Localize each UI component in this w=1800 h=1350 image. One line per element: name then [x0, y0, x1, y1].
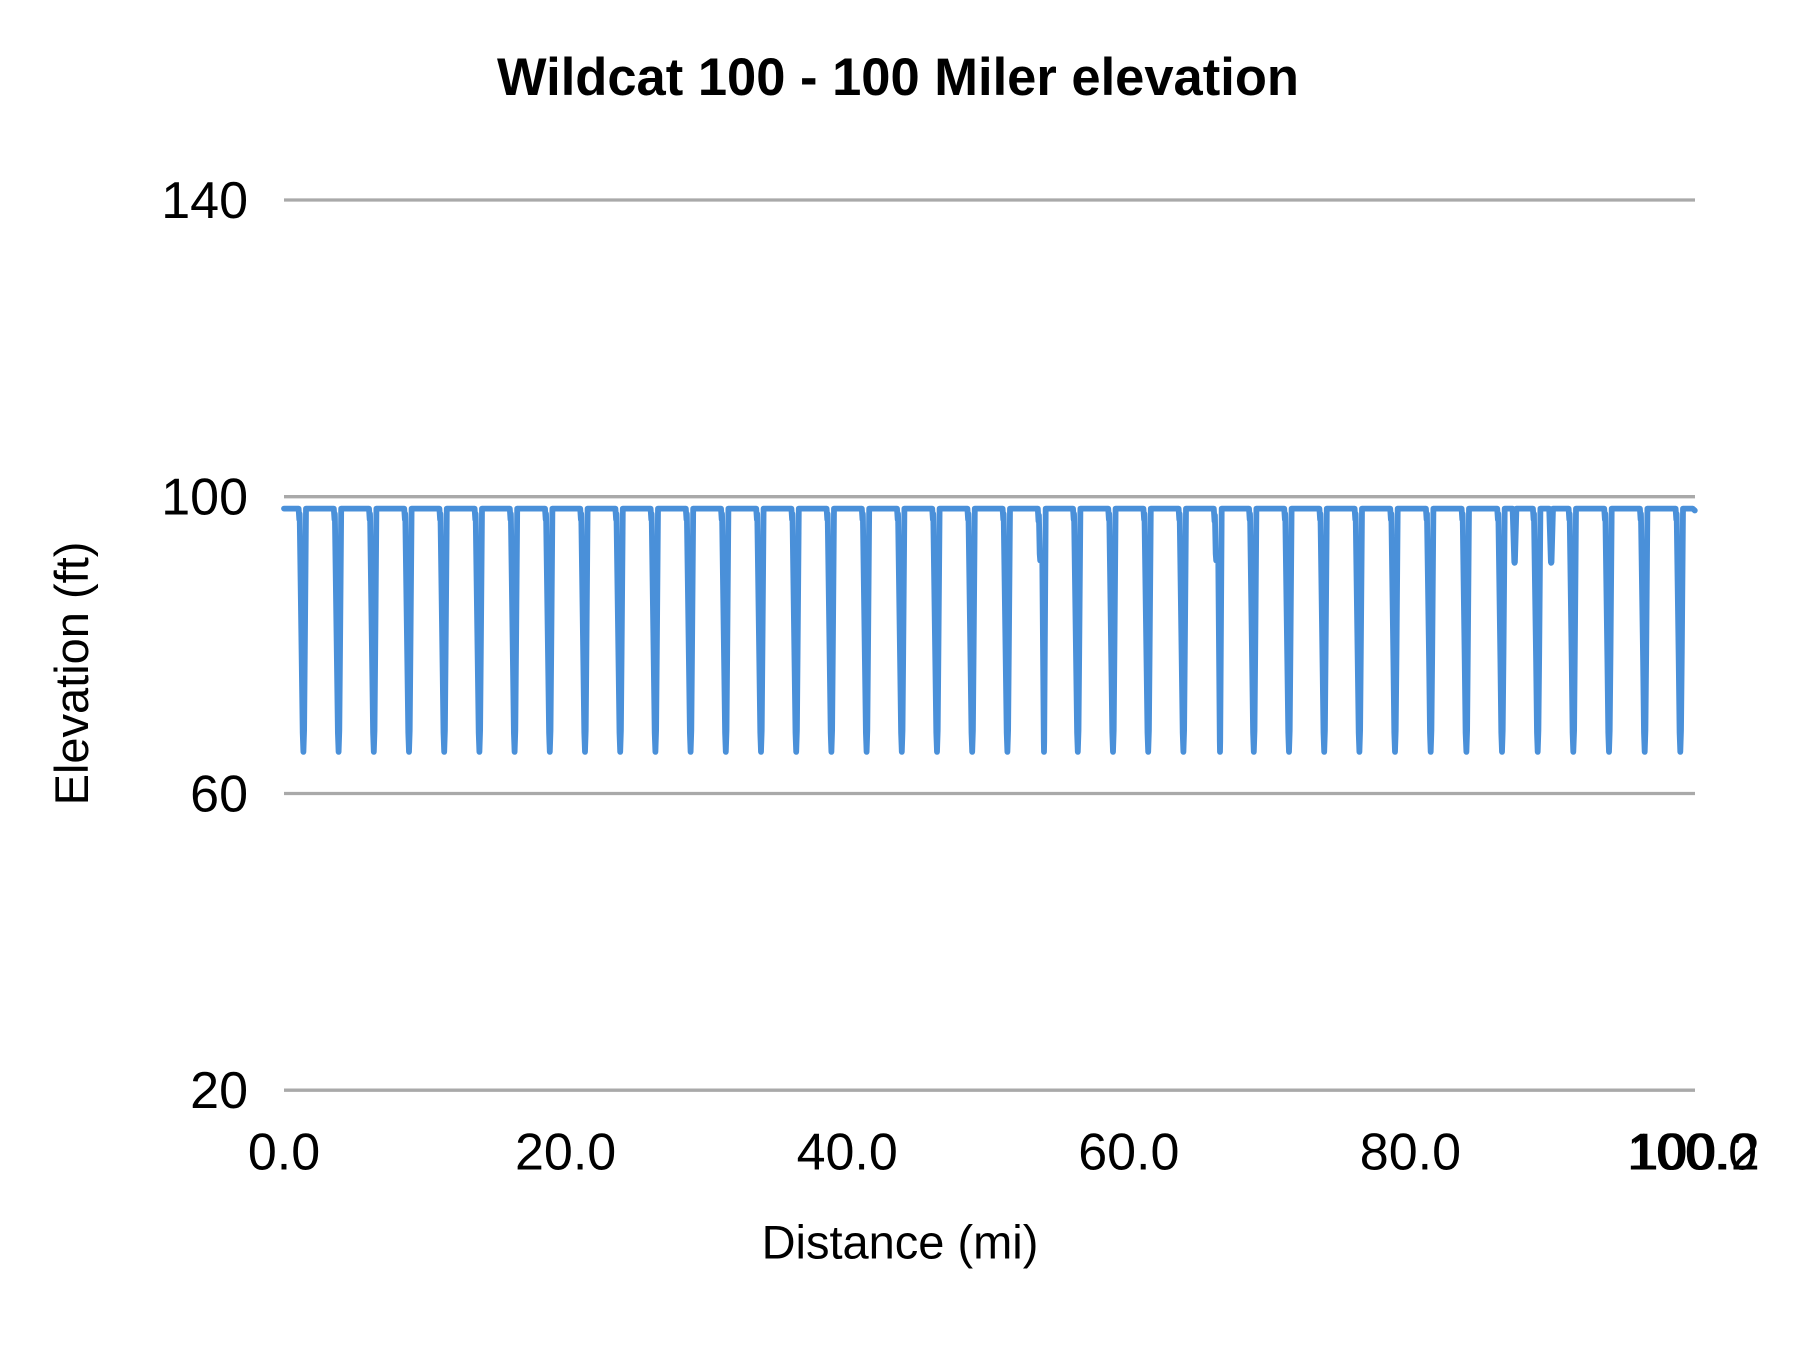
svg-text:20: 20 [190, 1062, 248, 1120]
svg-text:Distance (mi): Distance (mi) [762, 1216, 1039, 1269]
svg-text:100.2: 100.2 [1630, 1124, 1760, 1182]
svg-text:80.0: 80.0 [1360, 1124, 1461, 1182]
svg-text:20.0: 20.0 [515, 1124, 616, 1182]
svg-text:40.0: 40.0 [797, 1124, 898, 1182]
svg-text:100.0: 100.0 [1627, 1124, 1757, 1182]
svg-text:140: 140 [161, 172, 248, 230]
svg-text:60: 60 [190, 766, 248, 824]
svg-text:Wildcat 100 - 100 Miler elevat: Wildcat 100 - 100 Miler elevation [497, 48, 1299, 107]
svg-text:60.0: 60.0 [1078, 1124, 1179, 1182]
svg-text:0.0: 0.0 [248, 1124, 320, 1182]
svg-text:100: 100 [161, 469, 248, 527]
svg-text:Elevation (ft): Elevation (ft) [45, 542, 98, 806]
